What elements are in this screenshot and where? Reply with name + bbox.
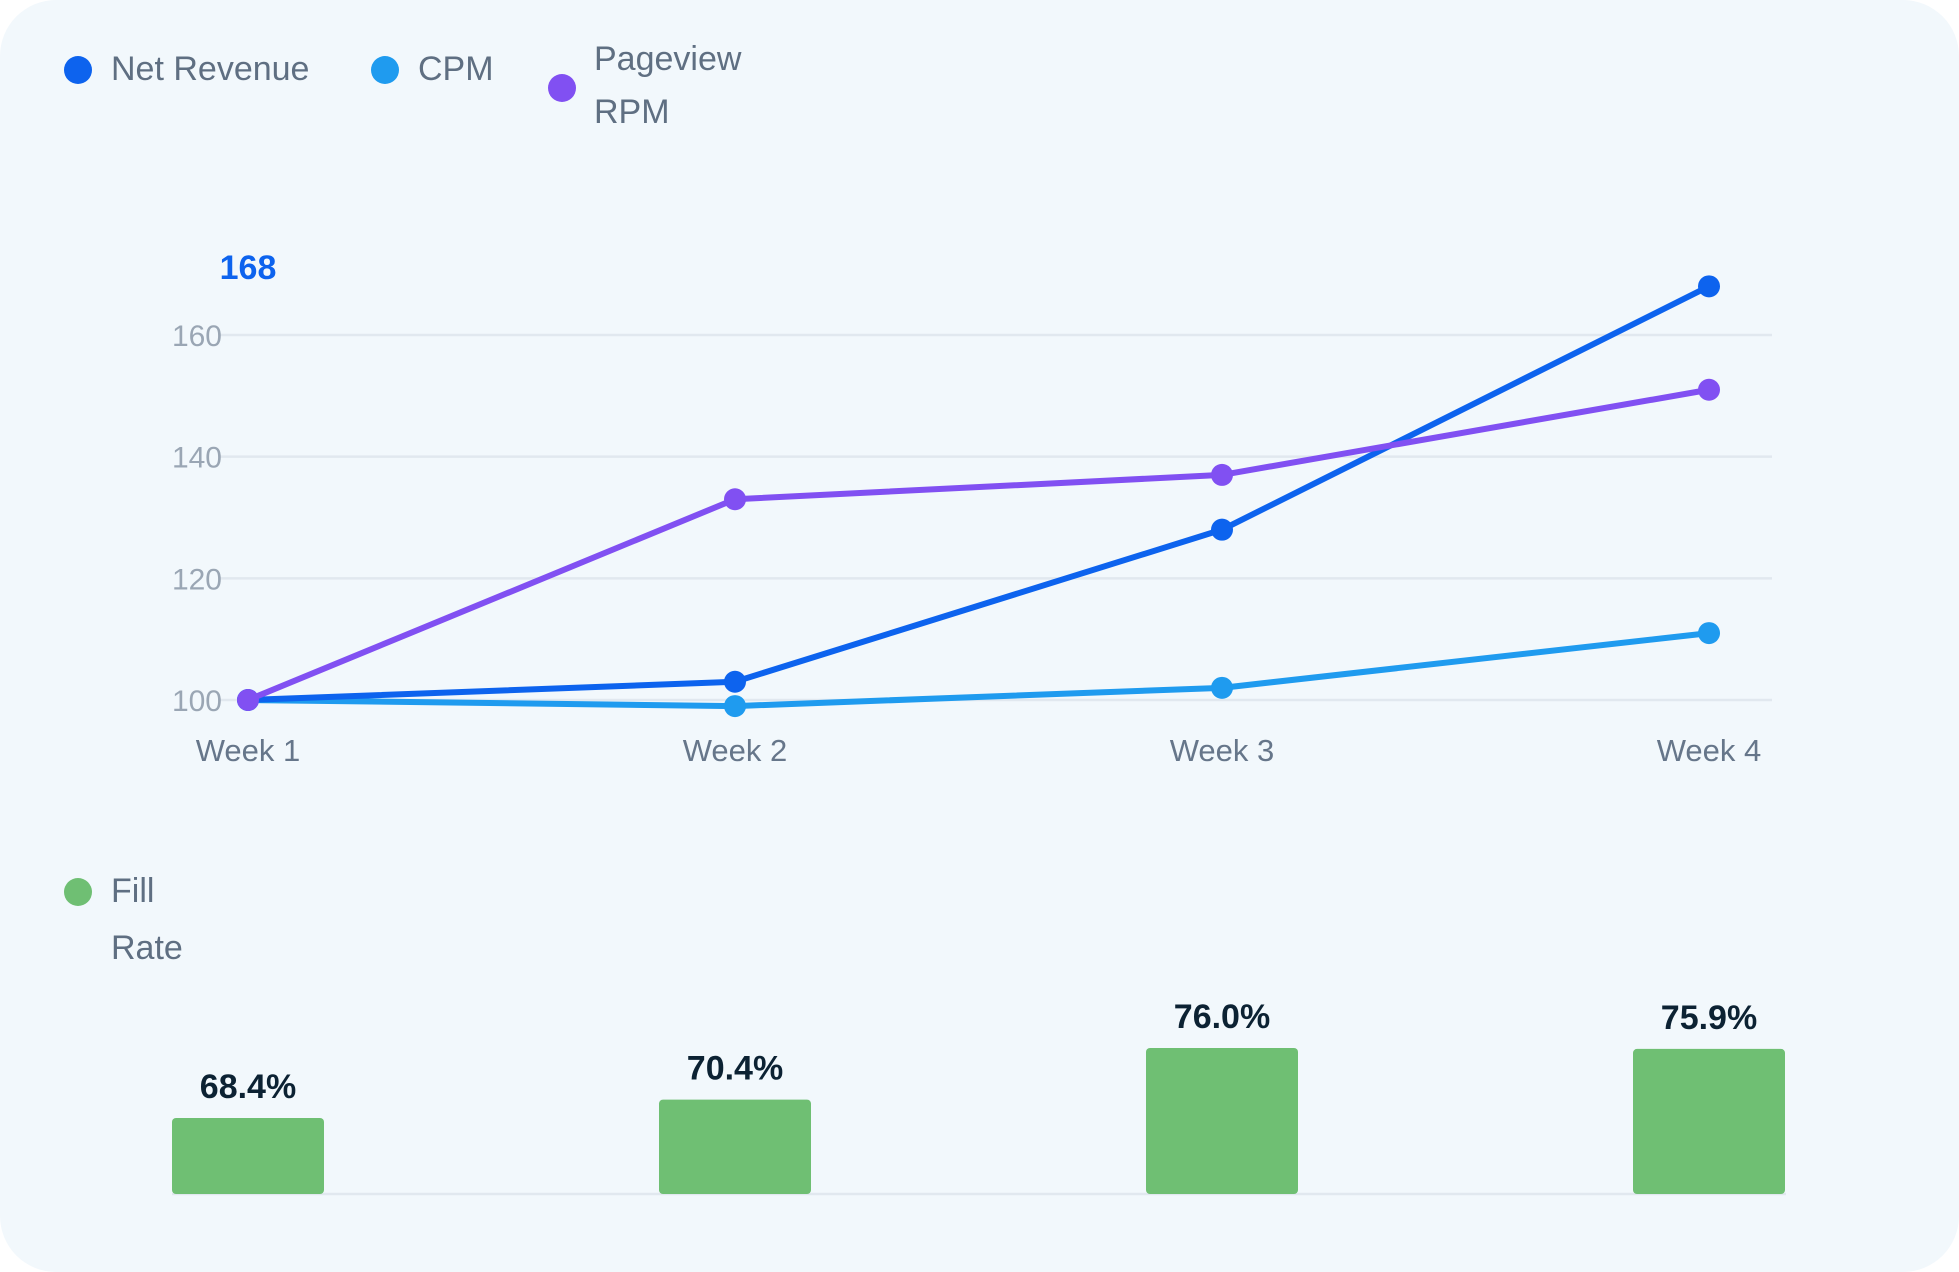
point-pageview-rpm-week-4[interactable]	[1698, 378, 1720, 401]
legend-label-cpm: CPM	[418, 50, 494, 88]
x-tick-week-2: Week 2	[683, 733, 788, 768]
point-cpm-week-2[interactable]	[724, 695, 746, 718]
bar-week-2[interactable]	[659, 1099, 811, 1194]
legend-dot-net-revenue	[64, 56, 92, 84]
bar-chart-bars: 68.4% 70.4% 76.0% 75.9%	[172, 998, 1785, 1194]
peak-value-label: 168	[220, 249, 277, 287]
point-cpm-week-4[interactable]	[1698, 622, 1720, 645]
bar-week-1[interactable]	[172, 1118, 324, 1194]
legend-label-net-revenue: Net Revenue	[111, 50, 310, 88]
point-pageview-rpm-week-3[interactable]	[1211, 463, 1233, 486]
line-chart-y-axis: 100 120 140 160	[172, 320, 222, 718]
point-net-revenue-week-3[interactable]	[1211, 518, 1233, 541]
point-net-revenue-week-4[interactable]	[1698, 275, 1720, 298]
legend-dot-fill-rate	[64, 878, 92, 906]
x-tick-week-4: Week 4	[1657, 733, 1762, 768]
bar-label-week-2: 70.4%	[687, 1050, 783, 1088]
point-pageview-rpm-week-1[interactable]	[237, 689, 259, 711]
line-chart-x-axis: Week 1 Week 2 Week 3 Week 4	[196, 733, 1762, 768]
series-line-pageview-rpm	[245, 386, 1712, 703]
bar-label-week-1: 68.4%	[200, 1068, 296, 1106]
legend-label-fill-rate-line2: Rate	[111, 929, 183, 967]
y-tick-140: 140	[172, 442, 222, 475]
series-line-net-revenue	[245, 283, 1712, 703]
y-tick-160: 160	[172, 320, 222, 353]
legend-dot-pageview-rpm	[548, 74, 576, 102]
series-line-cpm	[245, 630, 1712, 710]
x-tick-week-1: Week 1	[196, 733, 301, 768]
bar-week-4[interactable]	[1633, 1048, 1785, 1194]
bar-week-3[interactable]	[1146, 1048, 1298, 1194]
point-pageview-rpm-week-2[interactable]	[724, 488, 746, 511]
x-tick-week-3: Week 3	[1170, 733, 1275, 768]
bar-label-week-3: 76.0%	[1174, 998, 1270, 1036]
legend-label-pageview-rpm-line1: Pageview	[594, 40, 742, 78]
point-cpm-week-3[interactable]	[1211, 676, 1233, 699]
line-chart-series	[237, 275, 1720, 718]
legend-dot-cpm	[371, 56, 399, 84]
point-net-revenue-week-2[interactable]	[724, 670, 746, 693]
y-tick-100: 100	[172, 685, 222, 718]
bar-label-week-4: 75.9%	[1661, 999, 1757, 1037]
y-tick-120: 120	[172, 563, 222, 596]
legend-label-pageview-rpm-line2: RPM	[594, 93, 670, 131]
line-chart: 100 120 140 160 Week 1 Week 2 Week 3 Week 4 16…	[172, 249, 1772, 768]
legend-label-fill-rate-line1: Fill	[111, 872, 155, 910]
